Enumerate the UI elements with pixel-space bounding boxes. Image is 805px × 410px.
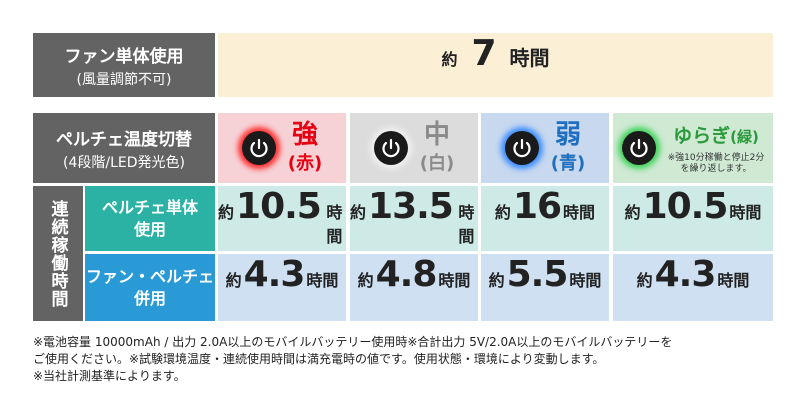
time-value: 10.5 <box>236 186 322 227</box>
mode-text: 中 (白) <box>420 121 454 175</box>
power-icon <box>504 131 539 165</box>
prefix: 約 <box>494 203 511 222</box>
fan-only-note: (風量調節不可) <box>76 71 172 88</box>
fan-only-label: ファン単体使用 <box>64 46 184 67</box>
mode-text: 弱 (青) <box>551 121 585 175</box>
unit: 時間 <box>458 203 475 246</box>
mode-name: 弱 <box>554 120 581 150</box>
prefix: 約 <box>218 203 235 222</box>
power-icon <box>621 131 656 165</box>
footnote: ※当社計測基準によります。 <box>33 369 186 383</box>
mode-color: (青) <box>550 153 586 174</box>
time-value: 7 <box>471 33 496 74</box>
peltier-label: ペルチェ温度切替 <box>56 129 192 150</box>
prefix: 約 <box>624 203 641 222</box>
runtime-row-label: ファン・ペルチェ 併用 <box>85 254 215 321</box>
time-value: 5.5 <box>506 254 569 295</box>
mode-title: ゆらぎ (緑) <box>673 122 759 150</box>
prefix: 約 <box>225 271 242 290</box>
mode-cell: 中 (白) <box>350 113 478 183</box>
time-cell: 約 4.8 時間 <box>350 254 478 321</box>
prefix: 約 <box>350 203 367 222</box>
time-cell: 約 5.5 時間 <box>481 254 609 321</box>
prefix: 約 <box>488 271 505 290</box>
runtime-label: 連続稼働時間 <box>47 199 68 308</box>
unit: 時間 <box>438 271 471 290</box>
time-cell: 約 4.3 時間 <box>613 254 773 321</box>
mode-color: (白) <box>419 153 455 174</box>
mode-text: ゆらぎ (緑) ※強10分稼働と停止2分 を繰り返します。 <box>668 122 765 175</box>
unit: 時間 <box>729 203 762 222</box>
time-value: 4.3 <box>654 254 717 295</box>
footnote: ご使用ください。※試験環境温度・連続使用時間は満充電時の値です。使用状態・環境に… <box>33 352 605 366</box>
peltier-header: ペルチェ温度切替 (4段階/LED発光色) <box>33 113 215 183</box>
mode-note: ※強10分稼働と停止2分 を繰り返します。 <box>667 152 765 174</box>
peltier-note: (4段階/LED発光色) <box>63 154 185 171</box>
time-value: 4.3 <box>243 254 306 295</box>
power-icon <box>241 131 276 165</box>
time-value: 16 <box>512 186 562 227</box>
time-cell: 約 10.5 時間 <box>218 186 346 251</box>
mode-name: 中 <box>423 120 450 150</box>
prefix: 約 <box>441 50 458 69</box>
mode-name: ゆらぎ <box>673 124 731 147</box>
mode-cell: 強 (赤) <box>218 113 346 183</box>
time-cell: 約 16 時間 <box>481 186 609 251</box>
power-icon <box>373 131 408 165</box>
footnote: ※電池容量 10000mAh / 出力 2.0A以上のモバイルバッテリー使用時※… <box>33 335 673 349</box>
mode-text: 強 (赤) <box>288 121 322 175</box>
prefix: 約 <box>357 271 374 290</box>
time-cell: 約 4.3 時間 <box>218 254 346 321</box>
mode-color: (赤) <box>287 153 323 174</box>
runtime-row-label: ペルチェ単体 使用 <box>85 186 215 251</box>
unit: 時間 <box>326 203 343 246</box>
time-value: 4.8 <box>375 254 438 295</box>
runtime-header: 連続稼働時間 <box>33 186 83 321</box>
mode-color: (緑) <box>730 127 759 146</box>
mode-name: 強 <box>291 120 318 150</box>
fan-only-header: ファン単体使用 (風量調節不可) <box>33 33 215 97</box>
unit: 時間 <box>717 271 750 290</box>
mode-cell: ゆらぎ (緑) ※強10分稼働と停止2分 を繰り返します。 <box>613 113 773 183</box>
unit: 時間 <box>563 203 596 222</box>
time-cell: 約 10.5 時間 <box>613 186 773 251</box>
unit: 時間 <box>306 271 339 290</box>
unit: 時間 <box>509 46 550 70</box>
time-value: 10.5 <box>642 186 729 227</box>
prefix: 約 <box>636 271 653 290</box>
unit: 時間 <box>569 271 602 290</box>
fan-only-cell: 約 7 時間 <box>218 33 773 97</box>
mode-cell: 弱 (青) <box>481 113 609 183</box>
time-cell: 約 13.5 時間 <box>350 186 478 251</box>
time-value: 13.5 <box>368 186 454 227</box>
